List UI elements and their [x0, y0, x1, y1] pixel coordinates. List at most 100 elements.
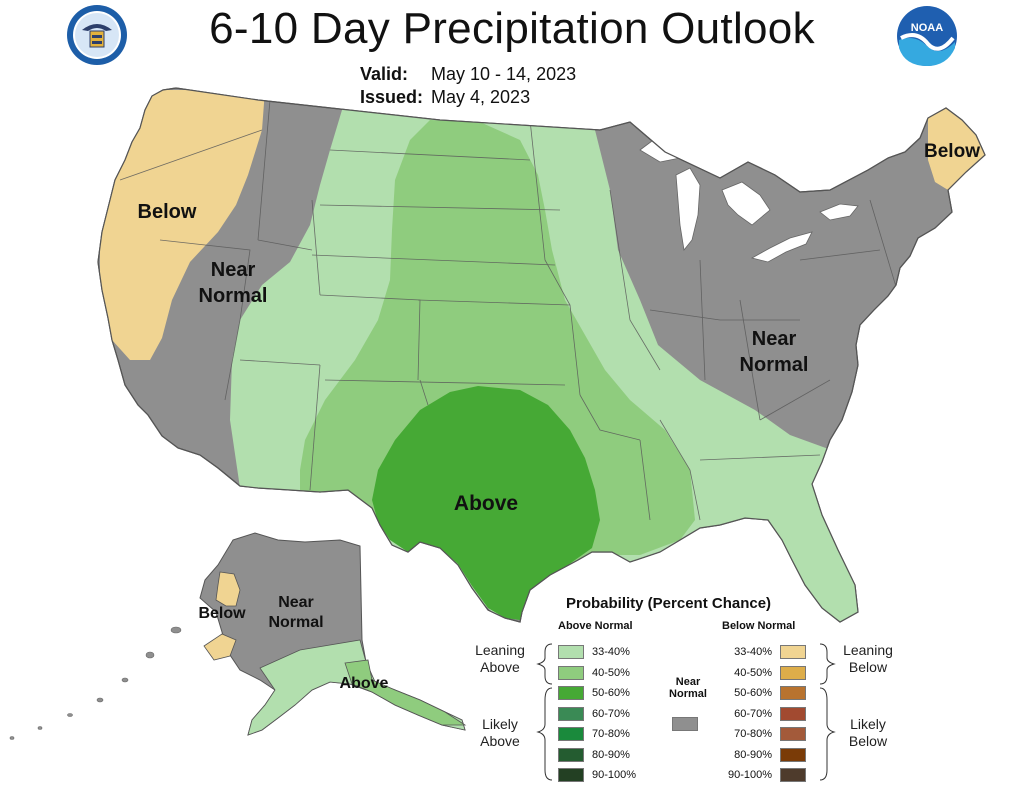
alaska-above-40-50-region — [344, 659, 467, 726]
label-alaska-near: Near — [278, 594, 314, 611]
legend-below-row: 50-60% — [722, 685, 806, 701]
aleutian-islands — [9, 626, 182, 740]
label-west-below: Below — [138, 201, 197, 223]
state-boundaries — [119, 99, 901, 521]
lake-ontario — [819, 203, 859, 221]
legend-near-header-1: Near — [675, 676, 701, 688]
legend-below-row: 90-100% — [722, 767, 806, 783]
lake-erie — [750, 231, 813, 263]
brace-leaning-above — [536, 643, 553, 685]
legend-leaning-below-2: Below — [848, 659, 888, 675]
label-alaska-above: Above — [340, 675, 389, 692]
legend-below-swatch — [780, 727, 806, 741]
legend-above-label: 90-100% — [592, 769, 637, 781]
legend-near-swatch — [672, 717, 698, 731]
legend-below-swatch — [780, 686, 806, 700]
legend-leaning-below: Leaning Below — [836, 642, 900, 676]
legend-above-label: 33-40% — [592, 646, 630, 658]
legend-below-swatch — [780, 747, 806, 762]
legend-leaning-above-2: Above — [480, 659, 520, 675]
legend-above-row: 33-40% — [558, 644, 630, 660]
lake-huron — [721, 181, 771, 226]
legend-leaning-above-1: Leaning — [475, 642, 525, 658]
legend-above-swatch — [558, 768, 584, 782]
noaa-logo-icon: NOAA — [897, 6, 957, 66]
legend-likely-below: Likely Below — [836, 716, 900, 750]
west-coast-below-region — [100, 90, 265, 360]
alaska-below-region-south — [203, 633, 237, 661]
maine-below-region — [928, 108, 985, 190]
legend-above-row: 40-50% — [558, 665, 630, 681]
legend-above-header: Above Normal — [558, 620, 633, 632]
legend-below-label: 90-100% — [727, 769, 772, 781]
label-maine-below: Below — [924, 141, 980, 162]
legend-below-row: 70-80% — [722, 726, 806, 742]
legend-above-label: 40-50% — [592, 666, 630, 679]
label-east-near: Near — [752, 328, 797, 350]
alaska-below-region-north — [215, 571, 241, 607]
legend-below-label: 40-50% — [734, 666, 772, 679]
legend-above-row: 80-90% — [558, 747, 630, 763]
above-50-60-region — [372, 386, 600, 620]
noaa-logo-text: NOAA — [911, 22, 943, 34]
legend-above-swatch — [558, 645, 584, 659]
legend-below-label: 50-60% — [734, 687, 772, 699]
legend-above-swatch — [558, 747, 584, 762]
label-west-near: Near — [211, 259, 256, 281]
legend-likely-below-2: Below — [848, 733, 888, 749]
legend-above-row: 90-100% — [558, 767, 636, 783]
legend-above-row: 50-60% — [558, 685, 630, 701]
legend-below-swatch — [780, 645, 806, 659]
legend-below-label: 33-40% — [734, 646, 772, 658]
legend-below-swatch — [780, 706, 806, 721]
legend-likely-above-2: Above — [480, 733, 520, 749]
valid-label: Valid: — [360, 64, 409, 84]
legend-below-row: 40-50% — [722, 665, 806, 681]
label-alaska-normal: Normal — [268, 614, 323, 631]
legend-below-label: 80-90% — [734, 748, 772, 761]
legend-above-swatch — [558, 727, 584, 741]
legend-below-label: 70-80% — [734, 728, 772, 740]
brace-likely-above — [536, 687, 553, 781]
legend-above-label: 80-90% — [592, 748, 630, 761]
legend-below-swatch — [780, 665, 806, 680]
legend-above-label: 50-60% — [592, 687, 630, 699]
issued-value: May 4, 2023 — [431, 87, 531, 107]
legend-above-swatch — [558, 665, 584, 680]
legend-above-row: 60-70% — [558, 706, 630, 722]
legend-below-row: 33-40% — [722, 644, 806, 660]
legend-above-swatch — [558, 706, 584, 721]
legend-below-swatch — [780, 768, 806, 782]
lake-michigan — [675, 167, 701, 251]
legend-above-swatch — [558, 686, 584, 700]
valid-value: May 10 - 14, 2023 — [431, 64, 577, 84]
label-central-above: Above — [454, 492, 518, 515]
issued-date: Issued: May 4, 2023 — [360, 87, 530, 108]
commerce-seal-icon — [67, 5, 127, 65]
legend-near-header-2: Normal — [669, 688, 707, 700]
legend-below-row: 80-90% — [722, 747, 806, 763]
legend-title: Probability (Percent Chance) — [566, 595, 772, 612]
legend-likely-above: Likely Above — [468, 716, 532, 750]
legend-near-header: Near Normal — [660, 676, 716, 700]
legend-above-label: 70-80% — [592, 728, 630, 740]
legend-below-header: Below Normal — [722, 620, 796, 632]
legend-above-row: 70-80% — [558, 726, 630, 742]
valid-dates: Valid: May 10 - 14, 2023 — [360, 64, 576, 85]
brace-likely-below — [819, 687, 836, 781]
legend-leaning-above: Leaning Above — [468, 642, 532, 676]
legend-likely-above-1: Likely — [482, 716, 518, 732]
label-alaska-below: Below — [198, 605, 246, 622]
legend-above-label: 60-70% — [592, 707, 630, 720]
legend-likely-below-1: Likely — [850, 716, 886, 732]
alaska-map — [9, 532, 467, 740]
label-east-normal: Normal — [740, 354, 809, 376]
legend-below-row: 60-70% — [722, 706, 806, 722]
issued-label: Issued: — [360, 87, 424, 107]
brace-leaning-below — [819, 643, 836, 685]
label-west-normal: Normal — [199, 285, 268, 307]
legend-leaning-below-1: Leaning — [843, 642, 893, 658]
page-title: 6-10 Day Precipitation Outlook — [209, 4, 815, 53]
